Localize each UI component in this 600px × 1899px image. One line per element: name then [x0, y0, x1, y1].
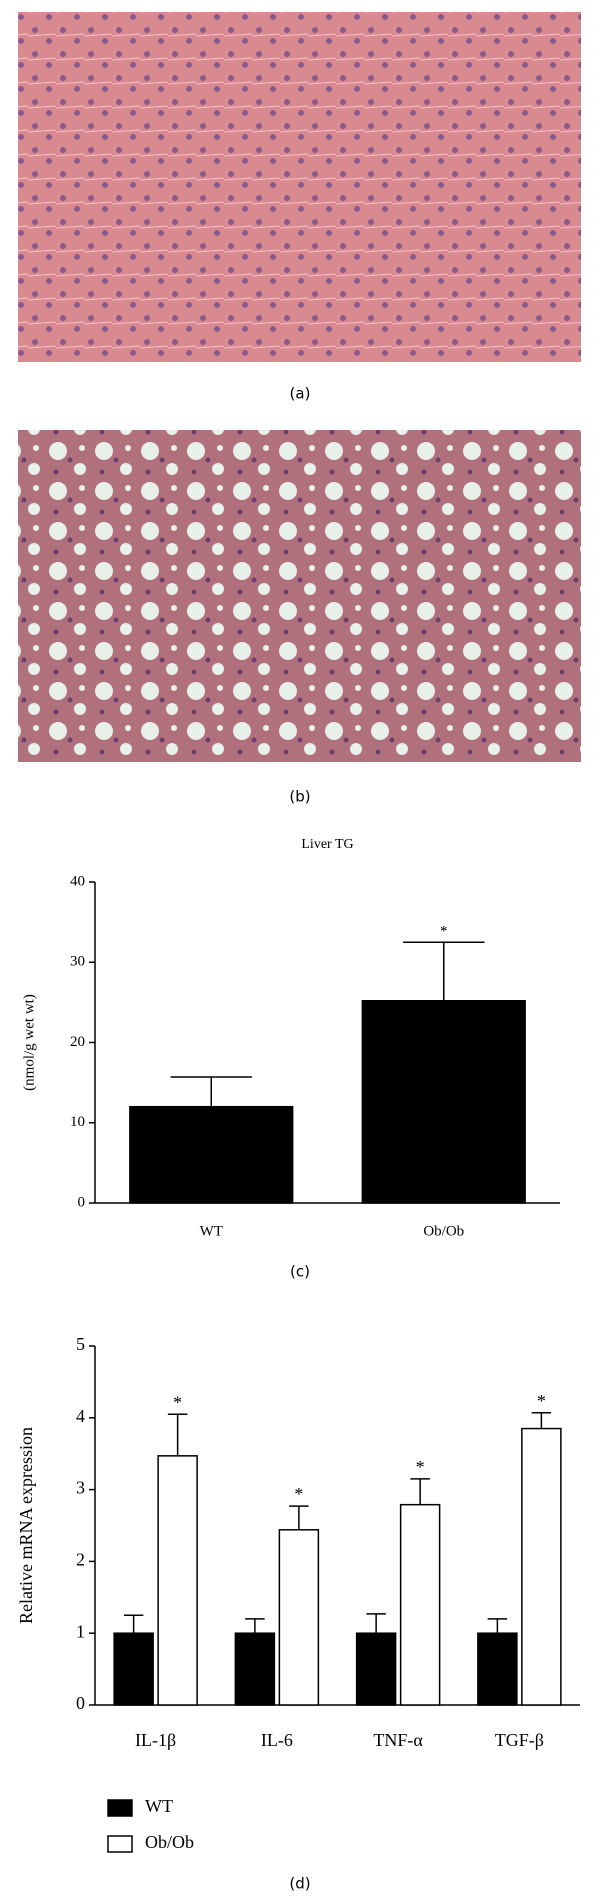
- panel-label: (b): [289, 788, 310, 806]
- histology-image-a: [18, 12, 581, 362]
- y-axis-label: (nmol/g wet wt): [21, 994, 37, 1091]
- x-tick-label: TGF-β: [495, 1730, 544, 1750]
- y-tick-label: 0: [76, 1693, 85, 1713]
- histology-image-b: [18, 430, 581, 762]
- legend-label: Ob/Ob: [145, 1832, 194, 1852]
- panel-label: (c): [290, 1263, 310, 1281]
- x-tick-label: TNF-α: [373, 1730, 423, 1750]
- bar: [234, 1632, 276, 1706]
- y-tick-label: 20: [70, 1034, 85, 1050]
- y-tick-label: 40: [70, 873, 85, 889]
- significance-label: *: [416, 1457, 425, 1477]
- y-axis-label: Relative mRNA expression: [16, 1427, 36, 1624]
- y-tick-label: 0: [78, 1194, 86, 1210]
- bar: [361, 1000, 526, 1204]
- significance-label: *: [294, 1484, 303, 1504]
- bar: [157, 1455, 198, 1706]
- legend-swatch: [107, 1799, 133, 1817]
- bar: [477, 1632, 518, 1706]
- y-tick-label: 10: [70, 1114, 85, 1130]
- y-tick-label: 30: [70, 954, 85, 970]
- x-tick-label: IL-1β: [135, 1730, 176, 1750]
- bar: [113, 1632, 154, 1706]
- y-tick-label: 2: [76, 1550, 85, 1570]
- legend-swatch: [107, 1835, 133, 1853]
- chart-title: Liver TG: [301, 837, 353, 852]
- y-tick-label: 3: [76, 1478, 85, 1498]
- legend-label: WT: [145, 1796, 173, 1816]
- x-tick-label: WT: [200, 1223, 223, 1239]
- y-tick-label: 4: [76, 1406, 85, 1426]
- significance-label: *: [173, 1392, 182, 1412]
- y-tick-label: 5: [76, 1334, 85, 1354]
- bar: [521, 1427, 562, 1706]
- bar: [399, 1503, 441, 1706]
- significance-label: *: [440, 924, 448, 940]
- significance-label: *: [537, 1391, 546, 1411]
- y-tick-label: 1: [76, 1621, 85, 1641]
- panel-label: (a): [290, 385, 311, 403]
- bar: [355, 1632, 397, 1706]
- bar: [129, 1105, 294, 1204]
- panel-label: (d): [289, 1875, 310, 1893]
- x-tick-label: IL-6: [261, 1730, 293, 1750]
- x-tick-label: Ob/Ob: [423, 1223, 464, 1239]
- bar: [278, 1529, 320, 1706]
